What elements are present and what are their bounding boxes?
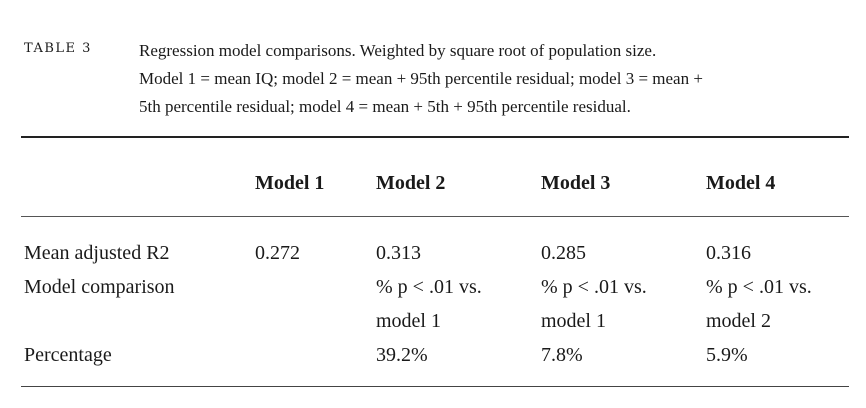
caption-line: Model 1 = mean IQ; model 2 = mean + 95th… bbox=[139, 69, 703, 88]
row-label-percentage: Percentage bbox=[24, 344, 112, 366]
table-cell: 39.2% bbox=[376, 344, 428, 366]
caption-line: 5th percentile residual; model 4 = mean … bbox=[139, 97, 631, 116]
table-cell: % p < .01 vs. bbox=[706, 276, 812, 298]
bottom-rule bbox=[21, 386, 849, 387]
header-model-4: Model 4 bbox=[706, 172, 776, 194]
table-cell: model 2 bbox=[706, 310, 771, 332]
table-cell: 5.9% bbox=[706, 344, 748, 366]
header-rule bbox=[21, 216, 849, 217]
header-model-1: Model 1 bbox=[255, 172, 325, 194]
row-label-model-comparison: Model comparison bbox=[24, 276, 175, 298]
caption-line: Regression model comparisons. Weighted b… bbox=[139, 41, 657, 60]
table-caption: Regression model comparisons. Weighted b… bbox=[139, 37, 854, 121]
header-model-3: Model 3 bbox=[541, 172, 611, 194]
table-cell: model 1 bbox=[541, 310, 606, 332]
row-label-mean-adjusted-r2: Mean adjusted R2 bbox=[24, 242, 170, 264]
table-cell: 0.316 bbox=[706, 242, 751, 264]
table-label: TABLE 3 bbox=[24, 41, 92, 56]
table-cell: % p < .01 vs. bbox=[376, 276, 482, 298]
table-cell: 0.285 bbox=[541, 242, 586, 264]
header-model-2: Model 2 bbox=[376, 172, 446, 194]
table-cell: 0.313 bbox=[376, 242, 421, 264]
table-cell: 0.272 bbox=[255, 242, 300, 264]
top-rule bbox=[21, 136, 849, 138]
table-cell: 7.8% bbox=[541, 344, 583, 366]
table-cell: % p < .01 vs. bbox=[541, 276, 647, 298]
table-cell: model 1 bbox=[376, 310, 441, 332]
